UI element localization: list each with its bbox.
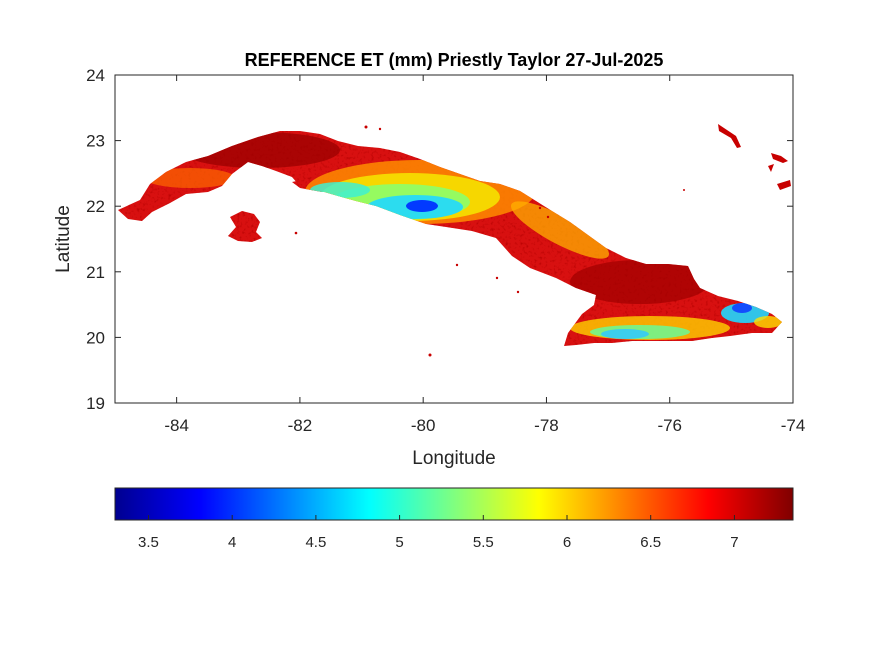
x-tick-labels: -84 -82 -80 -78 -76 -74 <box>164 416 805 435</box>
minor-islands <box>294 124 791 357</box>
cay-8 <box>538 206 542 210</box>
y-tick-labels: 19 20 21 22 23 24 <box>86 66 105 413</box>
cay-1 <box>364 125 368 129</box>
y-axis-label: Latitude <box>53 205 74 273</box>
cay-10 <box>683 189 685 191</box>
colorbar-gradient <box>114 487 794 521</box>
x-axis-label: Longitude <box>412 448 495 469</box>
x-ticks <box>176 75 794 403</box>
y-tick-label: 23 <box>86 132 105 151</box>
cay-6 <box>516 290 520 294</box>
x-tick-label: -84 <box>164 416 189 435</box>
et-zone-west-orange <box>145 168 235 188</box>
chart-title: REFERENCE ET (mm) Priestly Taylor 27-Jul… <box>245 50 664 70</box>
cay-2 <box>378 127 382 131</box>
et-zone-se-cyan <box>601 329 649 339</box>
cay-5 <box>495 276 499 280</box>
et-zone-far-east-blue <box>732 303 752 313</box>
colorbar-tick-label: 6 <box>563 534 571 551</box>
island-ne-4 <box>768 164 774 172</box>
et-zone-east-dark <box>570 260 710 304</box>
colorbar-tick-labels: 3.5 4 4.5 5 5.5 6 6.5 7 <box>138 534 739 551</box>
island-ne-2 <box>771 153 788 163</box>
island-ne-1 <box>718 124 741 148</box>
colorbar-tick-label: 7 <box>730 534 738 551</box>
et-zone-far-east-yellow <box>754 316 782 328</box>
x-tick-label: -82 <box>288 416 313 435</box>
y-tick-label: 21 <box>86 263 105 282</box>
colorbar-tick-label: 4 <box>228 534 236 551</box>
cay-7 <box>428 353 432 357</box>
colorbar-ticks <box>147 515 735 520</box>
x-tick-label: -78 <box>534 416 559 435</box>
x-tick-label: -74 <box>781 416 806 435</box>
colorbar-tick-label: 3.5 <box>138 534 159 551</box>
colorbar-tick-label: 5 <box>395 534 403 551</box>
cay-4 <box>455 263 459 267</box>
et-zone-east-central-yellow <box>510 201 610 259</box>
colorbar-tick-label: 5.5 <box>473 534 494 551</box>
y-tick-label: 20 <box>86 328 105 347</box>
island-ne-3 <box>777 180 791 190</box>
colorbar-tick-label: 4.5 <box>305 534 326 551</box>
colorbar: 3.5 4 4.5 5 5.5 6 6.5 7 <box>114 487 794 551</box>
y-ticks <box>115 74 793 404</box>
cay-9 <box>546 215 550 219</box>
y-tick-label: 22 <box>86 197 105 216</box>
et-zone-central-blue <box>406 200 438 212</box>
y-tick-label: 19 <box>86 394 105 413</box>
y-tick-label: 24 <box>86 66 105 85</box>
x-tick-label: -76 <box>657 416 682 435</box>
colorbar-tick-label: 6.5 <box>640 534 661 551</box>
x-tick-label: -80 <box>411 416 436 435</box>
cay-3 <box>294 231 298 235</box>
plot-area <box>114 74 794 404</box>
